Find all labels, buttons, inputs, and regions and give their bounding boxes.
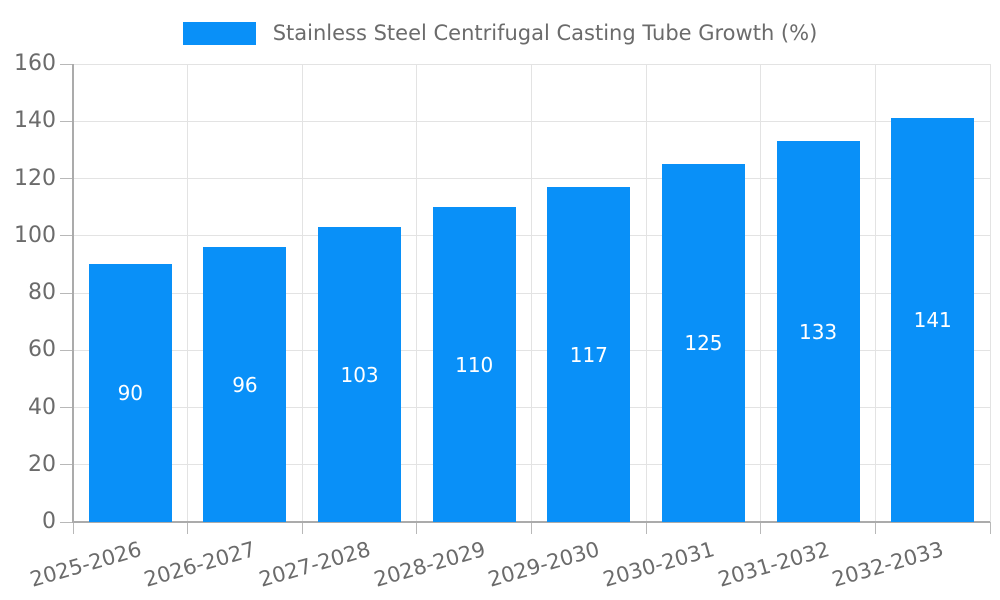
bar-value-label: 133: [798, 319, 838, 344]
v-gridline: [301, 64, 303, 522]
x-axis-tick: [416, 522, 418, 534]
x-axis-tick: [301, 522, 303, 534]
y-tick-label: 120: [14, 165, 56, 191]
bar-value-label: 90: [117, 381, 144, 406]
bar-value-label: 110: [455, 352, 494, 377]
y-tick-label: 60: [28, 337, 56, 363]
v-gridline: [645, 64, 647, 522]
bar[interactable]: 125: [661, 164, 745, 522]
x-tick-label: 2030-2031: [600, 537, 718, 592]
plot-area: 0 20 40 60 80 100 120 140 160 90 2025-2026 96 2026-2…: [14, 51, 991, 592]
bar-value-label: 141: [913, 308, 952, 333]
v-gridline: [531, 64, 532, 522]
y-axis-tick: [60, 235, 73, 237]
y-axis-tick: [60, 178, 73, 179]
bar[interactable]: 117: [547, 187, 631, 522]
x-tick-label: 2028-2029: [371, 537, 488, 592]
legend[interactable]: Stainless Steel Centrifugal Casting Tube…: [0, 21, 1000, 45]
x-axis-line: [72, 521, 990, 523]
x-tick-label: 2031-2032: [715, 537, 832, 592]
y-tick-label: 0: [42, 509, 56, 534]
y-axis-tick: [60, 120, 73, 122]
x-axis-tick: [989, 522, 991, 534]
bar-value-label: 96: [232, 372, 258, 397]
v-gridline: [187, 64, 189, 522]
y-tick-label: 20: [28, 451, 56, 477]
bar[interactable]: 141: [891, 118, 975, 522]
x-axis-tick: [531, 522, 532, 534]
bar-value-label: 103: [340, 362, 379, 387]
bar-value-label: 117: [569, 342, 608, 367]
x-tick-label: 2027-2028: [256, 537, 374, 592]
v-gridline: [760, 64, 762, 522]
y-axis-tick: [60, 464, 73, 466]
x-axis-tick: [187, 522, 189, 534]
x-axis-tick: [72, 522, 74, 534]
x-axis-tick: [760, 522, 762, 534]
y-axis-tick: [60, 521, 73, 523]
legend-swatch: [182, 21, 256, 45]
x-tick-label: 2026-2027: [141, 537, 259, 592]
y-tick-label: 100: [14, 222, 56, 248]
x-axis-tick: [645, 522, 647, 534]
y-tick-label: 80: [28, 280, 56, 305]
y-axis-tick: [60, 407, 73, 408]
x-axis-tick: [874, 522, 876, 534]
y-axis-tick: [60, 292, 73, 294]
x-tick-label: 2032-2033: [829, 537, 947, 592]
bar[interactable]: 103: [318, 227, 402, 522]
legend-label: Stainless Steel Centrifugal Casting Tube…: [272, 21, 818, 45]
bar[interactable]: 90: [88, 264, 172, 522]
bar[interactable]: 110: [432, 207, 516, 522]
v-gridline: [989, 64, 991, 522]
y-tick-label: 140: [14, 108, 56, 134]
y-axis-line: [72, 64, 74, 522]
x-tick-label: 2029-2030: [485, 537, 603, 592]
y-tick-label: 160: [14, 51, 56, 76]
y-axis-tick: [60, 349, 73, 351]
bar-value-label: 125: [684, 331, 723, 356]
y-axis-tick: [60, 63, 73, 65]
v-gridline: [416, 64, 418, 522]
v-gridline: [874, 64, 876, 522]
x-tick-label: 2025-2026: [27, 537, 144, 592]
bar[interactable]: 133: [776, 141, 860, 522]
bar[interactable]: 96: [203, 247, 287, 522]
y-tick-label: 40: [28, 394, 56, 420]
